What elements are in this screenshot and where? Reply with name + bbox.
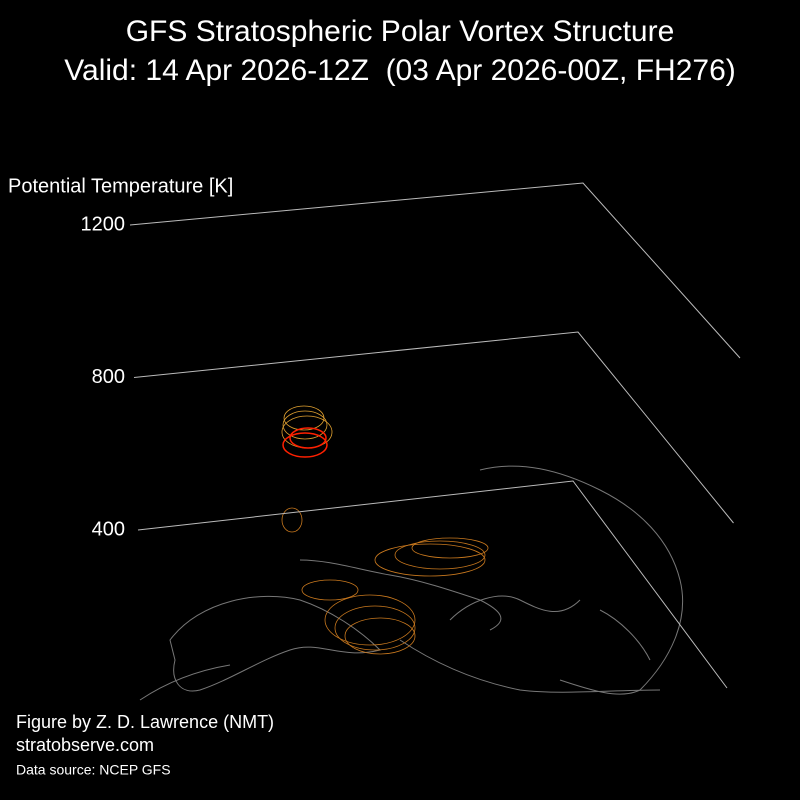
credit-author: Figure by Z. D. Lawrence (NMT) — [16, 712, 274, 732]
grid-plane — [137, 480, 728, 689]
y-axis-label: Potential Temperature [K] — [8, 175, 233, 197]
coastlines — [139, 465, 684, 701]
y-tick-label: 800 — [92, 366, 125, 388]
credit-source: Data source: NCEP GFS — [16, 762, 171, 778]
chart-title: GFS Stratospheric Polar Vortex Structure — [126, 15, 675, 48]
chart-subtitle: Valid: 14 Apr 2026-12Z (03 Apr 2026-00Z,… — [64, 54, 736, 87]
grid-plane — [129, 182, 741, 359]
credit-website: stratobserve.com — [16, 735, 154, 755]
y-tick-label: 400 — [92, 518, 125, 540]
grid-plane — [133, 331, 734, 524]
vortex-contours — [281, 405, 489, 655]
y-tick-label: 1200 — [81, 213, 126, 235]
